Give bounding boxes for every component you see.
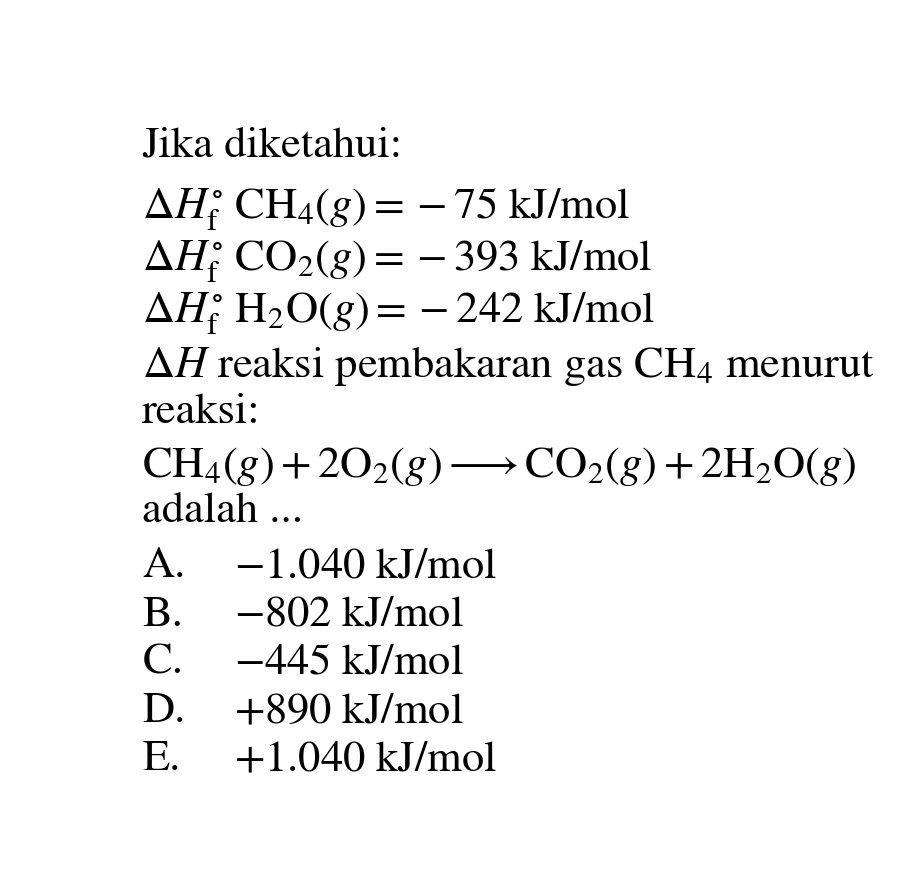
Text: $+1.040\ \mathrm{kJ/mol}$: $+1.040\ \mathrm{kJ/mol}$ xyxy=(234,741,496,780)
Text: D.: D. xyxy=(142,693,186,731)
Text: adalah ...: adalah ... xyxy=(142,493,303,531)
Text: $-445\ \mathrm{kJ/mol}$: $-445\ \mathrm{kJ/mol}$ xyxy=(234,644,463,683)
Text: Jika diketahui:: Jika diketahui: xyxy=(142,127,402,166)
Text: $-1.040\ \mathrm{kJ/mol}$: $-1.040\ \mathrm{kJ/mol}$ xyxy=(234,547,496,586)
Text: E.: E. xyxy=(142,741,180,780)
Text: $\Delta H_{\mathrm{f}}^{\circ}\ \mathrm{H_{2}O}(g) = -242\ \mathrm{kJ/mol}$: $\Delta H_{\mathrm{f}}^{\circ}\ \mathrm{… xyxy=(142,290,654,336)
Text: $\Delta H_{\mathrm{f}}^{\circ}\ \mathrm{CH_{4}}(g) = -75\ \mathrm{kJ/mol}$: $\Delta H_{\mathrm{f}}^{\circ}\ \mathrm{… xyxy=(142,185,630,232)
Text: $\Delta H$ reaksi pembakaran gas $\mathrm{CH_{4}}$ menurut: $\Delta H$ reaksi pembakaran gas $\mathr… xyxy=(142,343,875,388)
Text: $\mathrm{CH_{4}}(g) + 2\mathrm{O_{2}}(g) \longrightarrow \mathrm{CO_{2}}(g) + 2\: $\mathrm{CH_{4}}(g) + 2\mathrm{O_{2}}(g)… xyxy=(142,444,856,487)
Text: $-802\ \mathrm{kJ/mol}$: $-802\ \mathrm{kJ/mol}$ xyxy=(234,596,463,634)
Text: $\Delta H_{\mathrm{f}}^{\circ}\ \mathrm{CO_{2}}(g) = -393\ \mathrm{kJ/mol}$: $\Delta H_{\mathrm{f}}^{\circ}\ \mathrm{… xyxy=(142,237,652,284)
Text: A.: A. xyxy=(142,547,186,586)
Text: B.: B. xyxy=(142,596,183,634)
Text: $+890\ \mathrm{kJ/mol}$: $+890\ \mathrm{kJ/mol}$ xyxy=(234,693,463,731)
Text: reaksi:: reaksi: xyxy=(142,393,261,432)
Text: C.: C. xyxy=(142,644,183,683)
